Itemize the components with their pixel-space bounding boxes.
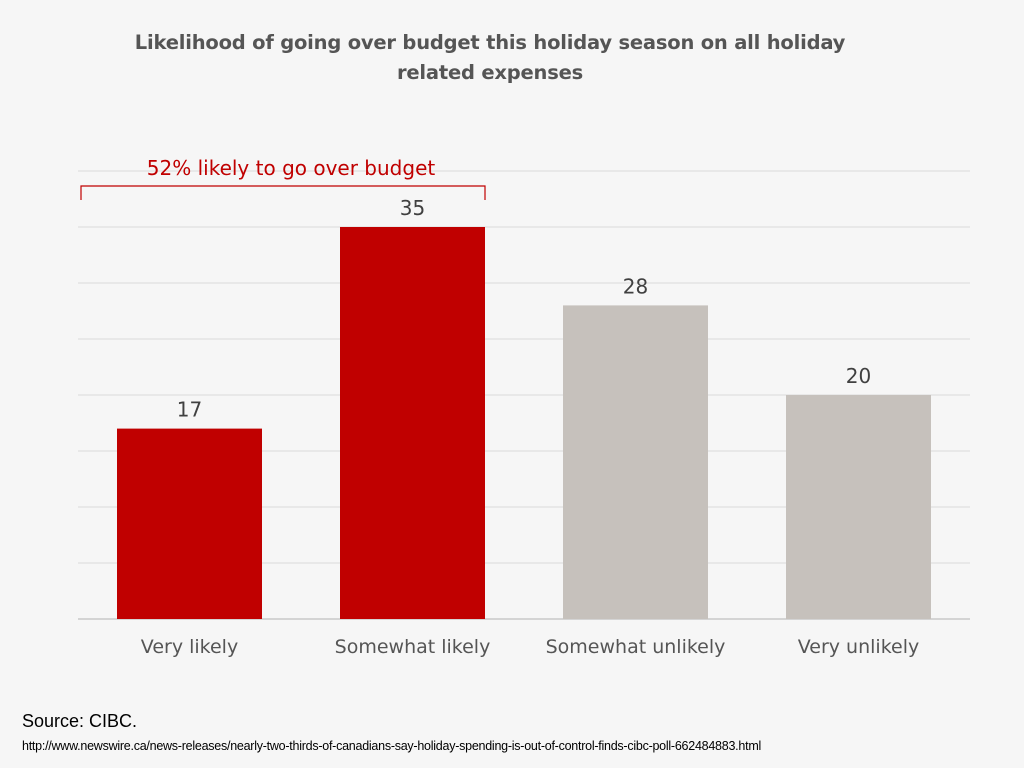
annotation-bracket <box>80 185 486 200</box>
category-label: Very likely <box>141 636 238 658</box>
data-label: 35 <box>400 196 425 220</box>
category-labels: Very likely Somewhat likely Somewhat unlik… <box>141 636 919 658</box>
data-label: 20 <box>846 364 871 388</box>
chart-title: Likelihood of going over budget this hol… <box>120 28 860 88</box>
annotation: 52% likely to go over budget <box>80 156 486 200</box>
chart-title-line-1: Likelihood of going over budget this hol… <box>134 31 846 54</box>
source-label: Source: CIBC. <box>22 711 138 731</box>
bar-somewhat-likely <box>340 227 485 619</box>
category-label: Somewhat unlikely <box>546 636 726 658</box>
category-label: Somewhat likely <box>335 636 491 658</box>
bar-very-unlikely <box>786 395 931 619</box>
source-url[interactable]: http://www.newswire.ca/news-releases/nea… <box>22 739 762 753</box>
chart-title-line-2: related expenses <box>396 61 584 84</box>
data-label: 28 <box>623 274 648 298</box>
bar-somewhat-unlikely <box>563 305 708 619</box>
annotation-text: 52% likely to go over budget <box>147 156 436 180</box>
data-label: 17 <box>177 398 202 422</box>
category-label: Very unlikely <box>798 636 920 658</box>
bar-very-likely <box>117 428 262 619</box>
bars <box>117 227 931 619</box>
data-labels: 17 35 28 20 <box>177 196 871 422</box>
